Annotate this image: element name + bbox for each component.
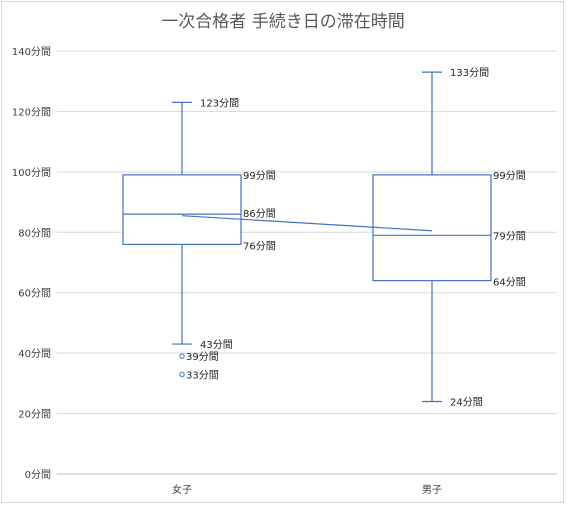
y-tick-label: 40分間 bbox=[18, 348, 51, 360]
y-tick-label: 20分間 bbox=[18, 409, 51, 421]
whisker-max-label: 123分間 bbox=[200, 97, 239, 109]
category-label: 女子 bbox=[172, 483, 192, 496]
q1-label: 76分間 bbox=[243, 240, 276, 252]
whisker-min-label: 43分間 bbox=[200, 339, 233, 351]
outlier-point bbox=[179, 353, 185, 359]
chart-title: 一次合格者 手続き日の滞在時間 bbox=[161, 12, 404, 32]
y-tick-label: 120分間 bbox=[12, 106, 51, 118]
y-tick-label: 100分間 bbox=[12, 167, 51, 179]
mean-line bbox=[181, 215, 433, 232]
outlier-label: 39分間 bbox=[186, 351, 219, 363]
median-label: 79分間 bbox=[493, 230, 526, 242]
y-axis-tick-labels: 0分間 20分間 40分間 60分間 80分間 100分間 120分間 140分間 bbox=[12, 46, 51, 481]
y-tick-label: 140分間 bbox=[12, 46, 51, 58]
outlier-point bbox=[179, 371, 185, 377]
q3-label: 99分間 bbox=[243, 170, 276, 182]
median-label: 86分間 bbox=[243, 208, 276, 220]
y-tick-label: 0分間 bbox=[25, 469, 51, 481]
boxes bbox=[122, 71, 492, 403]
q3-label: 99分間 bbox=[493, 170, 526, 182]
y-tick-label: 80分間 bbox=[18, 227, 51, 239]
whisker-max-label: 133分間 bbox=[450, 67, 489, 79]
outlier-label: 33分間 bbox=[186, 369, 219, 381]
q1-label: 64分間 bbox=[493, 277, 526, 289]
whisker-min-label: 24分間 bbox=[450, 396, 483, 408]
x-axis-category-labels: 女子 男子 bbox=[172, 483, 442, 496]
y-tick-label: 60分間 bbox=[18, 288, 51, 300]
iqr-box bbox=[122, 174, 242, 245]
category-label: 男子 bbox=[422, 484, 442, 496]
